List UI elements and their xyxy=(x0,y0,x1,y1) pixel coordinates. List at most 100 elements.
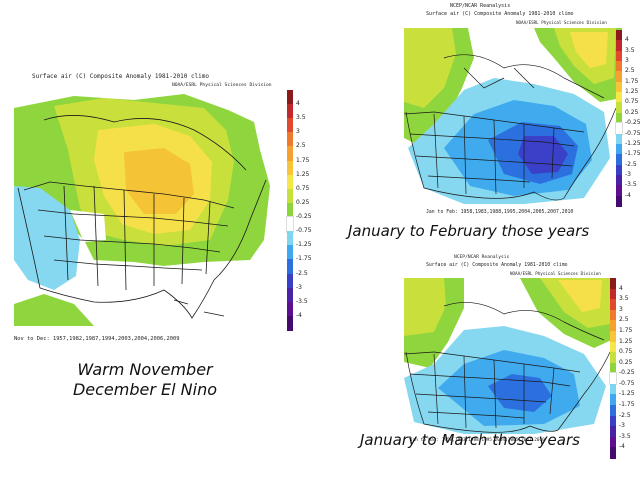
colorbar-tick-label: -0.25 xyxy=(625,119,640,127)
state-borders xyxy=(404,302,613,433)
colorbar-tick-label: -3 xyxy=(619,422,625,430)
caption-nov-dec: Warm November December El Nino xyxy=(65,360,225,400)
colorbar-segment xyxy=(616,71,622,83)
colorbar-tick-label: -1.75 xyxy=(296,255,312,263)
colorbar-tick-label: -0.75 xyxy=(296,227,312,235)
colorbar-tick-label: 1.25 xyxy=(619,337,633,345)
colorbar-tick-label: -3 xyxy=(296,283,302,291)
state-borders xyxy=(404,54,617,201)
map-credit: NOAA/ESRL Physical Sciences Division xyxy=(510,271,601,276)
panel-header: NCEP/NCAR Reanalysis xyxy=(454,255,510,260)
colorbar-tick-label: 4 xyxy=(625,36,629,44)
colorbar-segment xyxy=(616,143,622,155)
colorbar-tick-label: -1.75 xyxy=(625,150,640,158)
colorbar-segment xyxy=(610,436,616,448)
colorbar-tick-label: -1.75 xyxy=(619,401,635,409)
colorbar-tick-label: 3.5 xyxy=(619,295,629,303)
colorbar-tick-label: 1.25 xyxy=(625,88,639,96)
colorbar-segment xyxy=(287,245,293,260)
colorbar-segment xyxy=(610,341,616,353)
colorbar-segment xyxy=(287,132,293,148)
colorbar-segment xyxy=(287,174,293,190)
colorbar-segment xyxy=(610,288,616,300)
colorbar-segment xyxy=(610,394,616,406)
map-graphic xyxy=(14,94,270,326)
colorbar-tick-label: 3 xyxy=(625,57,629,65)
colorbar-tick-label: 2.5 xyxy=(296,142,306,150)
anomaly-map-nov-dec xyxy=(14,90,270,326)
colorbar-tick-label: -2.5 xyxy=(619,411,631,419)
caption-jan-mar: January to March those years xyxy=(360,431,580,449)
colorbar-segment xyxy=(616,112,622,124)
colorbar-segment xyxy=(610,309,616,321)
colorbar-tick-label: 4 xyxy=(619,284,623,292)
map-years: Jan to Mar: 1958,1983,1988,1995,2004,200… xyxy=(410,438,545,443)
colorbar-segment xyxy=(287,188,293,204)
map-credit: NOAA/ESRL Physical Sciences Division xyxy=(516,20,607,25)
panel-header: NCEP/NCAR Reanalysis xyxy=(450,3,511,9)
colorbar-segment xyxy=(616,185,622,197)
anomaly-map-jan-feb xyxy=(404,28,622,204)
colorbar: 4 3.5 3 2.5 1.75 1.25 0.75 0.25 -0.25 -0.75 -1.25 -… xyxy=(286,90,312,331)
colorbar-tick-label: -3.5 xyxy=(625,181,637,189)
colorbar-tick-label: 2.5 xyxy=(625,67,635,75)
colorbar-segment xyxy=(610,405,616,417)
colorbar-segment xyxy=(616,92,622,104)
colorbar-tick-label: -1.25 xyxy=(619,390,635,398)
cold-field xyxy=(488,374,552,412)
colorbar-tick-label: 1.75 xyxy=(296,156,310,164)
colorbar-segment xyxy=(287,202,293,218)
colorbar-segment xyxy=(616,133,622,145)
map-graphic xyxy=(404,278,616,434)
colorbar-tick-label: 0.25 xyxy=(296,198,310,206)
map-title: Surface air (C) Composite Anomaly 1981-2… xyxy=(426,11,574,17)
colorbar-segment xyxy=(287,259,293,275)
colorbar-tick-label: 0.75 xyxy=(625,98,639,106)
colorbar-tick-label: -3.5 xyxy=(296,297,308,305)
colorbar-segment xyxy=(616,81,622,93)
colorbar-tick-label: -3.5 xyxy=(619,432,631,440)
colorbar-tick-label: 0.25 xyxy=(619,358,633,366)
colorbar-segment xyxy=(616,195,622,207)
colorbar-tick-label: 3 xyxy=(619,305,623,313)
colorbar-segment xyxy=(287,315,293,331)
map-graphic xyxy=(404,28,622,204)
colorbar-segment xyxy=(610,278,616,290)
colorbar-segment xyxy=(287,273,293,289)
colorbar-tick-label: 2.5 xyxy=(619,316,629,324)
colorbar-segment xyxy=(610,426,616,438)
colorbar-segment xyxy=(616,154,622,166)
colorbar-segment xyxy=(610,299,616,311)
colorbar-tick-label: -1.25 xyxy=(625,139,640,147)
colorbar-tick-label: -3 xyxy=(625,170,631,178)
weak-warm-field-south xyxy=(14,294,94,326)
panel-jan-mar: NCEP/NCAR Reanalysis Surface air (C) Com… xyxy=(330,250,640,480)
strong-warm-field xyxy=(124,148,194,214)
map-years: Jan to Feb: 1958,1983,1988,1995,2004,200… xyxy=(426,210,574,215)
colorbar-tick-label: -0.25 xyxy=(619,369,635,377)
mild-warm-field xyxy=(404,28,456,108)
colorbar-segment xyxy=(287,90,293,105)
colorbar-segment xyxy=(616,50,622,62)
colorbar-tick-label: 0.75 xyxy=(619,348,633,356)
neutral-field xyxy=(164,262,250,290)
colorbar-tick-label: -1.25 xyxy=(296,241,312,249)
colorbar-segment xyxy=(287,160,293,176)
colorbar-segment xyxy=(616,164,622,176)
colorbar-tick-label: 0.25 xyxy=(625,108,639,116)
colorbar-tick-label: -0.25 xyxy=(296,213,312,221)
colorbar-tick-label: 1.25 xyxy=(296,170,310,178)
colorbar: 4 3.5 3 2.5 1.75 1.25 0.75 0.25 -0.25 -0.75 -1.25 -… xyxy=(615,30,640,207)
colorbar-segment xyxy=(616,30,622,41)
colorbar-segment xyxy=(616,61,622,72)
map-credit: NOAA/ESRL Physical Sciences Division xyxy=(172,83,272,88)
mild-warm-field xyxy=(404,278,446,336)
warm-field xyxy=(558,280,602,312)
panel-jan-feb: NCEP/NCAR Reanalysis Surface air (C) Com… xyxy=(330,0,640,250)
colorbar-tick-label: -2.5 xyxy=(625,160,637,168)
panel-nov-dec: Surface air (C) Composite Anomaly 1981-2… xyxy=(14,74,312,400)
colorbar-segment xyxy=(615,122,623,136)
colorbar-segment xyxy=(616,174,622,186)
colorbar: 4 3.5 3 2.5 1.75 1.25 0.75 0.25 -0.25 -0.75 -1.25 -… xyxy=(609,278,635,459)
colorbar-segment xyxy=(287,146,293,162)
